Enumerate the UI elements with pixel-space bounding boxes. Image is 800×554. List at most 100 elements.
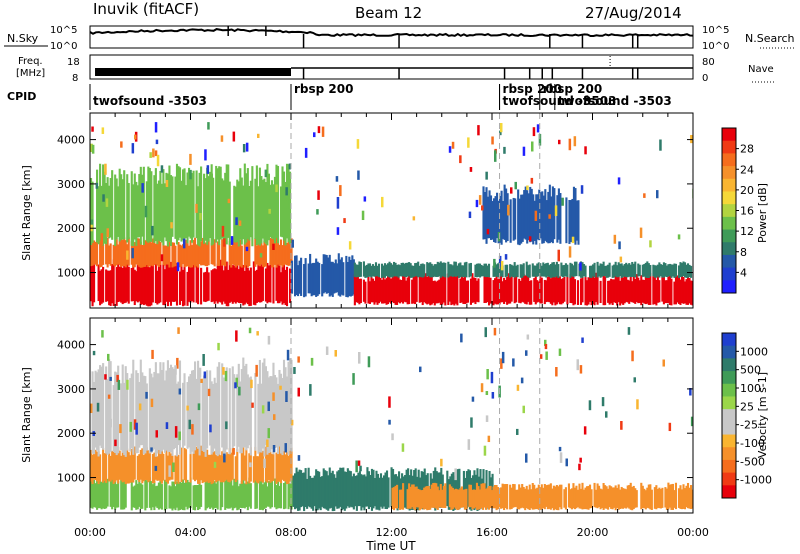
power-data-cell [93,240,96,265]
velocity-data-cell [157,373,160,451]
velocity-data-cell [180,482,183,510]
velocity-data-cell [408,483,411,509]
power-data-cell [459,262,462,278]
velocity-data-cell [132,448,135,483]
velocity-data-cell [450,486,453,510]
power-data-cell [207,272,210,301]
power-data-cell [258,261,261,303]
power-scatter-cell [266,216,269,224]
velocity-scatter-cell [483,445,487,456]
velocity-data-cell [169,486,173,509]
velocity-scatter-cell [200,378,203,383]
velocity-data-cell [438,490,441,508]
power-data-cell [245,260,248,303]
power-data-cell [492,280,495,306]
velocity-data-cell [644,490,647,510]
power-data-cell [121,267,124,305]
velocity-data-cell [420,471,423,509]
power-data-cell [261,264,264,301]
power-colorbar-swatch [722,140,736,154]
velocity-colorbar-swatch [722,358,736,372]
velocity-scatter-cell [526,334,530,340]
power-data-cell [513,262,516,278]
velocity-data-cell [187,376,191,448]
velocity-data-cell [150,481,153,511]
power-data-cell [412,265,415,278]
velocity-scatter-cell [631,350,634,362]
power-data-cell [108,185,111,239]
power-data-cell [632,263,635,277]
velocity-data-cell [213,481,216,509]
velocity-scatter-cell [101,330,104,338]
velocity-data-cell [551,488,554,509]
velocity-data-cell [192,452,195,480]
power-data-cell [641,279,644,303]
power-data-cell [462,265,465,278]
velocity-data-cell [96,451,99,482]
velocity-data-cell [454,488,457,509]
power-data-cell [118,266,121,302]
power-data-cell [115,267,118,306]
velocity-data-cell [345,471,348,509]
power-scatter-cell [503,146,506,154]
power-data-cell [658,280,661,303]
power-data-cell [647,263,650,278]
velocity-data-cell [564,487,567,510]
power-data-cell [593,262,596,278]
power-scatter-cell [134,134,137,140]
velocity-data-cell [270,480,274,508]
velocity-data-cell [90,477,93,508]
power-data-cell [236,241,239,266]
velocity-scatter-cell [359,465,362,472]
velocity-data-cell [132,486,135,508]
power-data-cell [465,261,468,278]
velocity-data-cell [237,363,240,447]
velocity-data-cell [121,480,124,510]
power-data-cell [686,274,690,305]
power-data-cell [530,280,533,305]
power-data-cell [233,265,236,303]
velocity-data-cell [210,381,213,455]
velocity-scatter-cell [225,421,228,430]
velocity-scatter-cell [117,379,121,390]
power-data-cell [106,237,109,268]
power-data-cell [607,264,610,278]
power-data-cell [563,264,566,277]
velocity-data-cell [285,448,289,485]
power-data-cell [281,245,284,268]
velocity-scatter-cell [581,337,584,343]
velocity-data-cell [629,482,632,510]
power-data-cell [169,261,173,306]
velocity-data-cell [404,475,407,508]
power-scatter-cell [526,185,529,191]
velocity-data-cell [412,484,415,509]
velocity-data-cell [212,451,215,484]
power-scatter-cell [532,127,536,137]
power-data-cell [516,264,519,278]
velocity-data-cell [628,485,631,509]
velocity-data-cell [123,481,126,510]
power-data-cell [222,238,225,266]
velocity-data-cell [109,361,112,452]
power-data-cell [451,273,454,305]
power-scatter-cell [448,146,452,153]
power-data-cell [433,264,436,277]
power-data-cell [115,178,118,240]
velocity-data-cell [340,467,343,511]
power-data-cell [117,260,120,302]
velocity-data-cell [141,484,144,509]
power-scatter-cell [568,138,572,151]
velocity-data-cell [121,447,124,483]
velocity-scatter-cell [516,428,519,435]
power-data-cell [181,169,185,241]
power-data-cell [543,263,546,277]
velocity-data-cell [288,483,292,507]
velocity-data-cell [272,451,275,481]
power-data-cell [498,262,501,278]
power-data-cell [682,276,685,304]
power-data-cell [582,264,586,277]
power-data-cell [386,272,390,305]
velocity-scatter-cell [583,426,587,435]
velocity-data-cell [275,485,278,510]
power-data-cell [677,265,681,278]
